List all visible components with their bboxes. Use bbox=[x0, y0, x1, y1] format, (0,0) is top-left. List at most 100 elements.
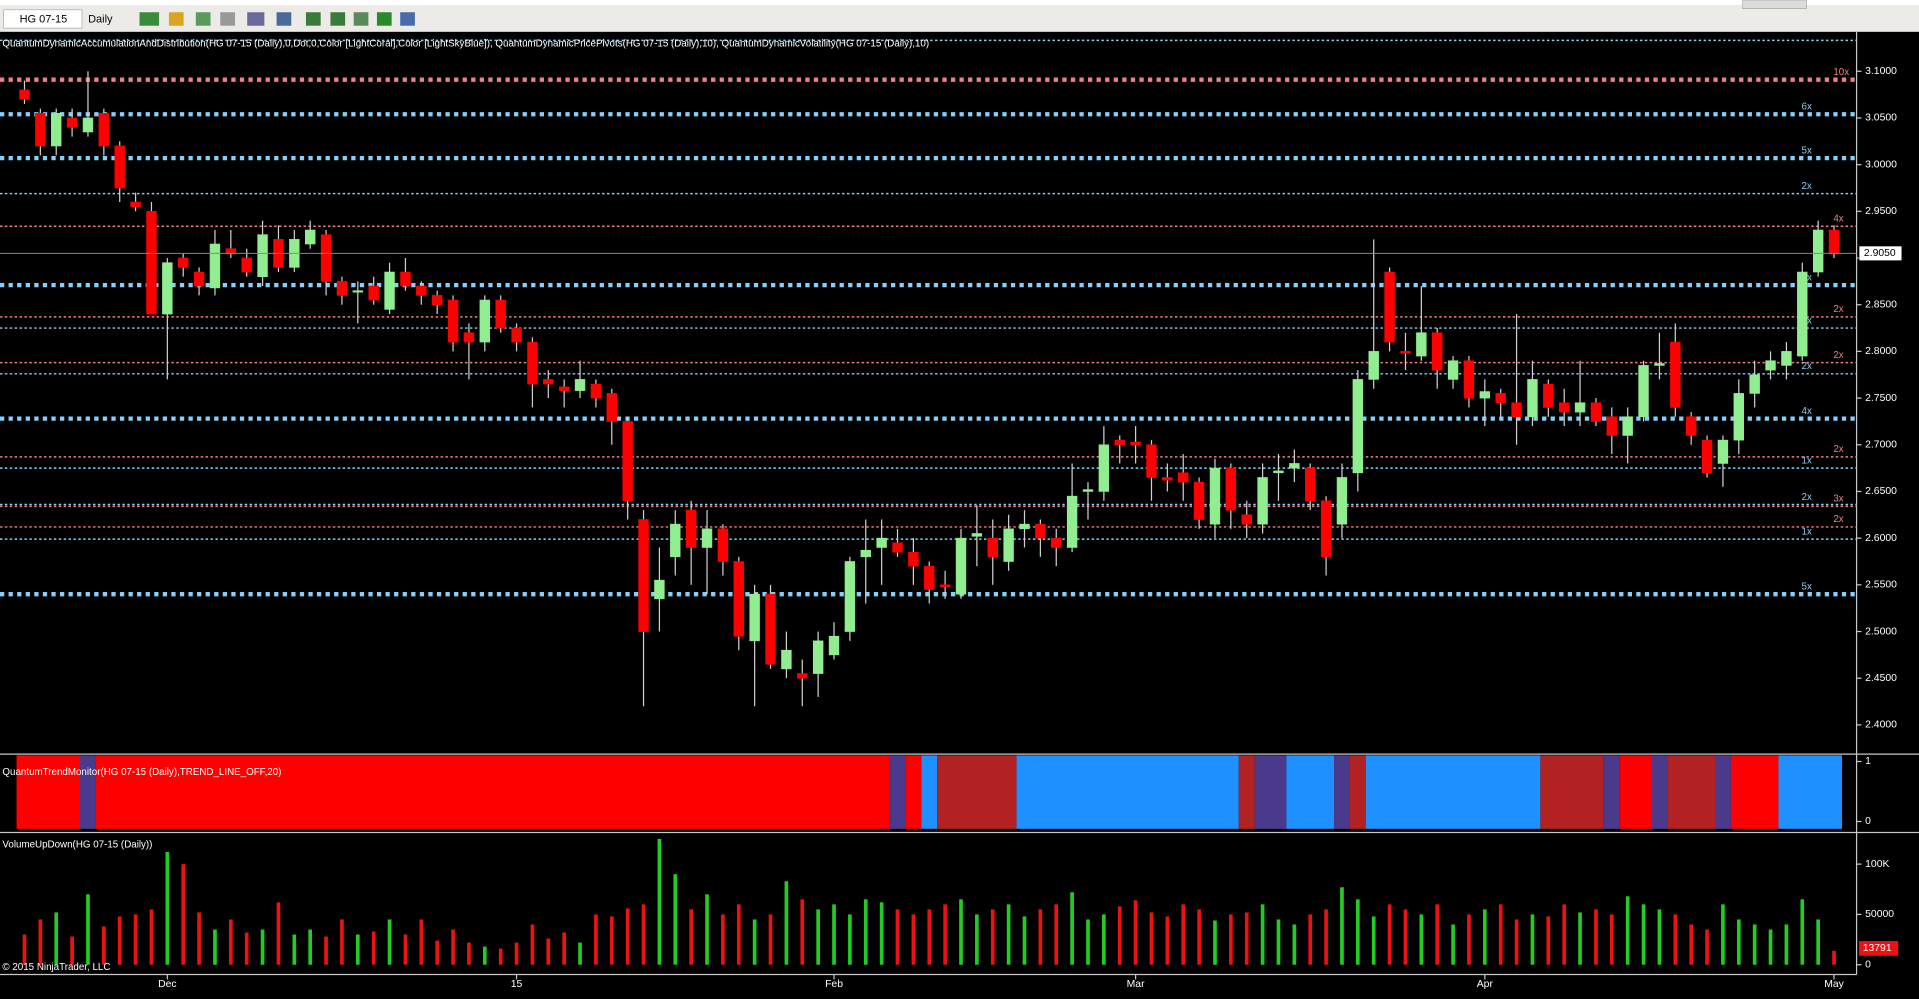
volume-bar bbox=[149, 909, 154, 965]
instrument-selector[interactable] bbox=[3, 9, 83, 29]
volume-bar bbox=[911, 914, 916, 965]
volume-bar bbox=[1768, 929, 1773, 965]
volume-bar bbox=[625, 908, 630, 965]
volume-bar bbox=[1546, 916, 1551, 965]
candle-body bbox=[1622, 416, 1633, 436]
candle-body bbox=[1447, 360, 1459, 380]
volume-bar bbox=[800, 899, 805, 965]
icon-window[interactable] bbox=[400, 12, 415, 26]
x-tick-label: Mar bbox=[1127, 979, 1145, 990]
candle-body bbox=[1606, 416, 1618, 436]
candle-body bbox=[955, 537, 967, 595]
icon-data[interactable] bbox=[353, 12, 369, 26]
y-tick-label: 3.0000 bbox=[1865, 159, 1897, 170]
candle-body bbox=[797, 673, 808, 679]
period[interactable]: Daily bbox=[88, 13, 113, 25]
trend-segment bbox=[1238, 755, 1255, 829]
window-buttons[interactable] bbox=[1742, 0, 1807, 9]
candle-body bbox=[892, 542, 903, 553]
level-label: 1x bbox=[1802, 455, 1812, 466]
volume-bar bbox=[1229, 914, 1233, 965]
x-tick-label: Feb bbox=[825, 979, 843, 990]
y-tick-label: 2.8500 bbox=[1865, 299, 1897, 310]
candle-body bbox=[114, 145, 125, 189]
candle-body bbox=[368, 285, 379, 301]
icon-tool[interactable] bbox=[220, 12, 235, 26]
trend-segment bbox=[1714, 755, 1731, 829]
trend-segment bbox=[1254, 755, 1287, 829]
volume-bar bbox=[102, 926, 106, 965]
volume-bar bbox=[1181, 904, 1186, 965]
candle-body bbox=[733, 561, 744, 637]
y-tick-label: 2.7500 bbox=[1865, 393, 1897, 404]
volume-bar bbox=[260, 929, 265, 965]
instrument[interactable]: HG 07-15 bbox=[20, 13, 68, 25]
candle-body bbox=[1463, 360, 1475, 399]
volume-bar bbox=[879, 902, 884, 965]
candle-body bbox=[1273, 470, 1284, 474]
candle-body bbox=[939, 584, 951, 588]
candle-body bbox=[812, 640, 824, 674]
level-label: 2x bbox=[1802, 492, 1812, 503]
icon-template[interactable] bbox=[330, 12, 346, 26]
volume-bar bbox=[641, 904, 646, 965]
volume-bar bbox=[832, 904, 836, 965]
icon-cursor[interactable] bbox=[247, 12, 265, 26]
volume-bar bbox=[451, 929, 455, 965]
candle-body bbox=[463, 332, 475, 343]
candle-body bbox=[225, 248, 237, 254]
icon-bars[interactable] bbox=[139, 12, 160, 26]
icon-zoom[interactable] bbox=[276, 12, 292, 26]
y-tick-label: 2.7000 bbox=[1865, 440, 1897, 451]
candle-body bbox=[1685, 416, 1697, 436]
y-tick-label: 50000 bbox=[1865, 909, 1894, 920]
level-label: 2x bbox=[1833, 444, 1843, 455]
icon-orders[interactable] bbox=[376, 12, 392, 26]
volume-bar bbox=[1006, 904, 1011, 965]
icon-props[interactable] bbox=[305, 12, 321, 26]
volume-bar bbox=[1054, 904, 1059, 965]
volume-bar bbox=[324, 936, 328, 965]
candle-body bbox=[574, 379, 586, 391]
candle-body bbox=[638, 519, 649, 632]
x-tick-label: May bbox=[1824, 979, 1844, 990]
candle-body bbox=[1241, 514, 1252, 525]
trend-segment bbox=[1286, 755, 1335, 829]
volume-bar bbox=[673, 874, 678, 965]
trend-segment bbox=[1667, 755, 1715, 829]
trend-segment bbox=[921, 755, 938, 829]
volume-bar bbox=[1197, 909, 1201, 965]
candle-body bbox=[924, 565, 935, 590]
candle-body bbox=[241, 257, 252, 273]
volume-bar bbox=[482, 946, 487, 965]
volume-bar bbox=[213, 929, 217, 965]
volume-bar bbox=[578, 942, 582, 965]
candle-body bbox=[860, 549, 871, 558]
copyright: © 2015 NinjaTrader, LLC bbox=[2, 962, 110, 973]
toolbar-icons[interactable] bbox=[139, 12, 415, 26]
trend-segment bbox=[889, 755, 906, 829]
candle-body bbox=[543, 379, 554, 385]
volume-bar bbox=[1403, 909, 1408, 965]
candle-body bbox=[1701, 439, 1713, 474]
candle-body bbox=[1336, 477, 1348, 525]
candle-body bbox=[1289, 463, 1300, 469]
candle-body bbox=[431, 295, 443, 306]
candle-body bbox=[1019, 523, 1030, 530]
volume-bar bbox=[1292, 924, 1297, 965]
trend-segment bbox=[95, 755, 890, 829]
candle-body bbox=[1638, 365, 1649, 418]
icon-add[interactable] bbox=[195, 12, 211, 26]
y-tick-label: 3.1000 bbox=[1865, 66, 1897, 77]
volume-panel bbox=[22, 838, 1836, 965]
level-label: 5x bbox=[1802, 145, 1812, 156]
icon-draw[interactable] bbox=[168, 12, 184, 26]
candle-body bbox=[908, 551, 919, 567]
candle-body bbox=[178, 257, 189, 268]
volume-bar bbox=[975, 914, 979, 965]
volume-bar bbox=[244, 932, 249, 965]
volume-bar bbox=[1530, 914, 1535, 965]
